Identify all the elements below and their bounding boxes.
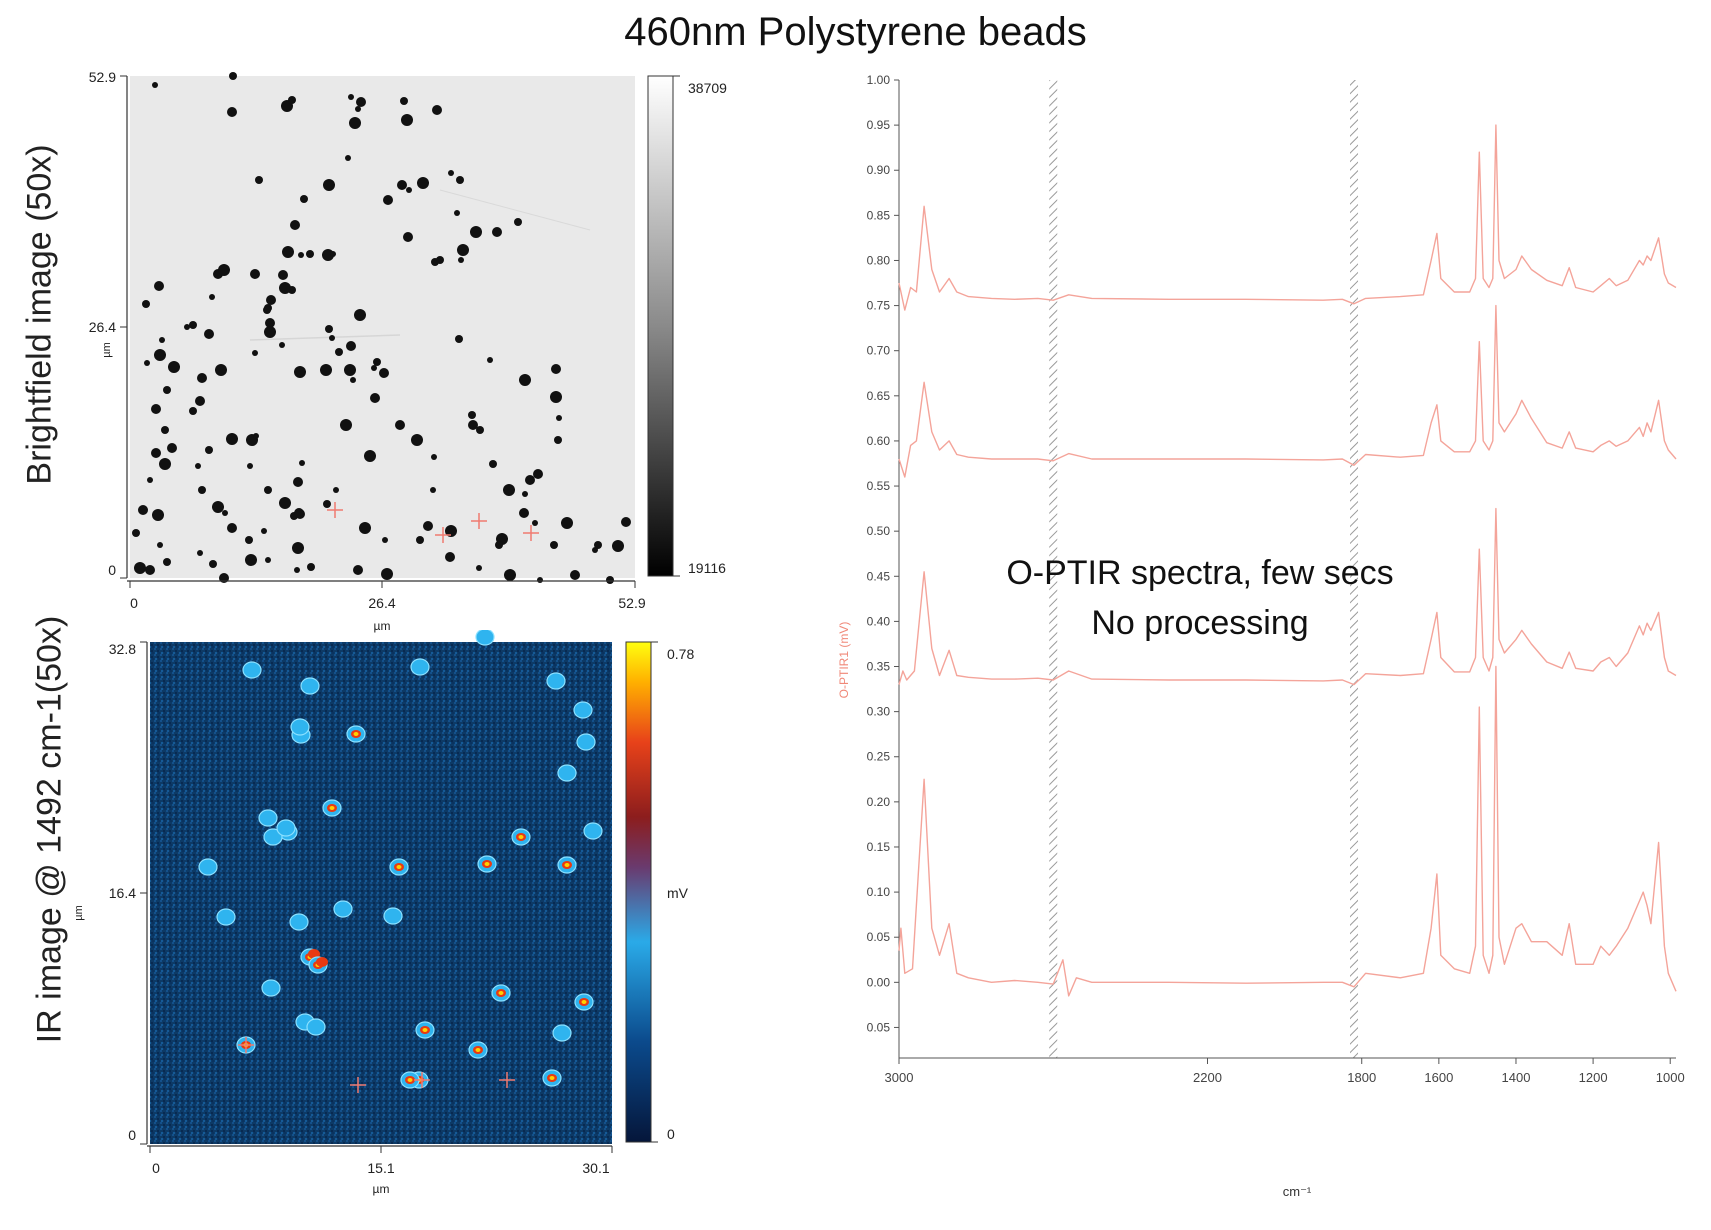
ir-x-tick: 0 [152,1160,160,1176]
spectra-y-tick: 0.80 [867,253,891,267]
bf-x-tick: 52.9 [618,595,645,611]
spectra-y-tick: 0.00 [867,975,891,989]
ir-y-tick: 0 [128,1127,136,1143]
ir-image [150,642,612,1144]
spectra-y-tick: 0.40 [867,614,891,628]
spectra-x-tick: 1800 [1347,1070,1376,1085]
spectra-y-tick: 0.95 [867,118,891,132]
ir-x-tick: 30.1 [582,1160,609,1176]
brightfield-panel: 52.9 26.4 0 µm 0 26.4 52.9 µm 38709 1911… [89,70,727,633]
ir-colorbar-max: 0.78 [667,646,694,662]
spectra-y-tick: 1.00 [867,73,891,87]
spectra-y-tick: 0.70 [867,344,891,358]
spectra-y-tick: 0.05 [867,1020,891,1034]
spectrum-line-spectrum-3 [898,507,1677,686]
hatched-band [1049,80,1058,1058]
spectra-y-tick: 0.25 [867,750,891,764]
spectrum-line-spectrum-1 [898,124,1677,311]
spectra-y-tick: 0.85 [867,208,891,222]
annotation-line-2: No processing [1091,604,1309,642]
spectra-y-tick: 0.15 [867,840,891,854]
annotation-line-1: O-PTIR spectra, few secs [1006,554,1394,592]
ir-image-panel: 32.8 16.4 0 µm 0 15.1 30.1 µm 0.78 mV 0 [73,630,694,1196]
spectra-y-label: O-PTIR1 (mV) [837,622,851,699]
spectra-annotation: O-PTIR spectra, few secs No processing [940,548,1460,648]
spectrum-line-spectrum-2 [898,304,1677,478]
spectrum-line-spectrum-4 [898,665,1677,997]
spectra-x-tick: 1200 [1579,1070,1608,1085]
spectra-y-tick: 0.20 [867,795,891,809]
ir-colorbar [625,641,652,1143]
spectra-y-tick: 0.10 [867,885,891,899]
spectra-x-label: cm⁻¹ [1283,1184,1312,1199]
spectra-y-tick: 0.75 [867,299,891,313]
bf-y-unit: µm [101,342,113,358]
bf-y-tick: 52.9 [89,70,116,85]
ir-x-unit: µm [373,1182,390,1196]
spectra-x-tick: 1400 [1502,1070,1531,1085]
ir-x-tick: 15.1 [367,1160,394,1176]
ir-y-tick: 32.8 [109,641,136,657]
bf-x-tick: 26.4 [368,595,395,611]
spectra-x-tick: 2200 [1193,1070,1222,1085]
ir-y-unit: µm [73,905,85,921]
ir-colorbar-unit: mV [667,885,689,901]
spectra-y-tick: 0.35 [867,660,891,674]
spectra-y-tick: 0.45 [867,569,891,583]
spectra-y-tick: 0.30 [867,705,891,719]
brightfield-label: Brightfield image (50x) [20,144,59,485]
brightfield-image [130,76,635,578]
spectra-chart: 0.05 0.00 0.05 0.10 0.15 0.20 0.25 0.30 0.35 0.40… [837,73,1685,1199]
bf-x-tick: 0 [130,595,138,611]
spectra-x-tick: 3000 [885,1070,914,1085]
hatched-band [1350,80,1359,1058]
bf-x-unit: µm [374,619,391,633]
bf-colorbar [647,75,674,577]
ir-colorbar-min: 0 [667,1126,675,1142]
bf-colorbar-min: 19116 [688,560,726,576]
bf-y-tick: 0 [108,562,116,578]
ir-image-label: IR image @ 1492 cm-1(50x) [30,615,69,1044]
spectra-y-tick: 0.05 [867,930,891,944]
spectra-y-tick: 0.60 [867,434,891,448]
spectra-x-tick: 1600 [1424,1070,1453,1085]
spectra-y-tick: 0.55 [867,479,891,493]
spectra-y-tick: 0.90 [867,163,891,177]
spectra-y-tick: 0.65 [867,389,891,403]
ir-y-tick: 16.4 [109,885,136,901]
spectra-x-tick: 1000 [1656,1070,1685,1085]
bf-colorbar-max: 38709 [688,80,727,96]
page-title: 460nm Polystyrene beads [624,10,1087,54]
spectra-y-tick: 0.50 [867,524,891,538]
bf-y-tick: 26.4 [89,319,116,335]
